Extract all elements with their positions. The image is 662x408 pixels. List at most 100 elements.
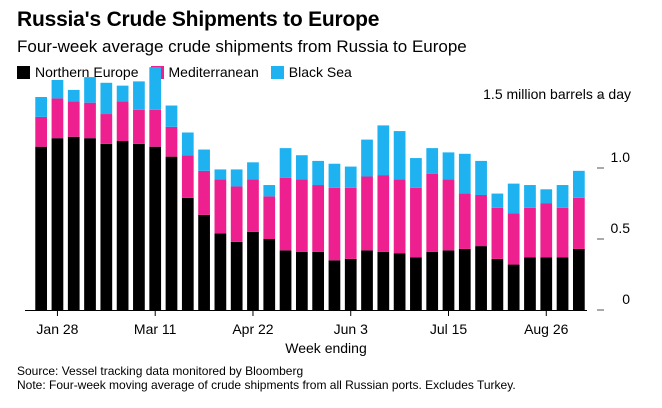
legend-label-northern-europe: Northern Europe	[35, 64, 139, 80]
bar-northern-europe-6	[133, 143, 145, 310]
bar-mediterranean-26	[458, 193, 471, 249]
bar-black-sea-12	[230, 169, 243, 187]
bar-black-sea-20	[361, 139, 373, 177]
bar-black-sea-14	[263, 185, 276, 197]
bar-mediterranean-3	[84, 102, 96, 139]
bar-mediterranean-11	[214, 179, 227, 234]
bar-northern-europe-25	[442, 250, 455, 310]
bar-mediterranean-23	[410, 187, 422, 258]
bar-mediterranean-10	[198, 170, 210, 215]
legend-item-black-sea: Black Sea	[270, 64, 352, 80]
bar-mediterranean-2	[67, 101, 80, 137]
x-tick-label-0: Jan 28	[36, 321, 78, 337]
bar-black-sea-27	[475, 160, 487, 195]
bar-mediterranean-30	[524, 207, 536, 258]
legend: Northern Europe Mediterranean Black Sea	[17, 64, 352, 80]
bar-black-sea-11	[214, 169, 227, 180]
bar-black-sea-19	[344, 166, 357, 188]
bar-mediterranean-31	[540, 203, 553, 258]
bar-black-sea-10	[198, 149, 210, 171]
bar-mediterranean-21	[377, 175, 390, 252]
source-note: Source: Vessel tracking data monitored b…	[17, 364, 304, 378]
bar-mediterranean-6	[133, 109, 145, 144]
bar-northern-europe-3	[84, 138, 96, 310]
legend-swatch-black-sea	[270, 65, 284, 79]
bar-mediterranean-13	[247, 179, 259, 232]
bar-northern-europe-17	[312, 251, 325, 310]
chart-title: Russia's Crude Shipments to Europe	[17, 8, 380, 31]
bar-black-sea-3	[84, 77, 96, 103]
bar-northern-europe-33	[572, 248, 585, 310]
bar-black-sea-22	[393, 131, 406, 180]
bar-mediterranean-33	[572, 197, 585, 249]
bar-black-sea-23	[410, 158, 422, 188]
y-tick-label-1: 0.5	[611, 220, 631, 236]
y-tick-label-2: 1.0	[611, 149, 631, 165]
bar-mediterranean-9	[181, 155, 194, 198]
bar-northern-europe-28	[491, 258, 504, 310]
bar-mediterranean-20	[361, 176, 373, 251]
bar-northern-europe-22	[393, 253, 406, 310]
bar-northern-europe-12	[230, 241, 243, 310]
bar-mediterranean-5	[116, 101, 129, 142]
bar-black-sea-31	[540, 189, 553, 204]
bar-black-sea-29	[507, 183, 520, 214]
bar-black-sea-8	[165, 105, 178, 127]
bar-northern-europe-30	[524, 257, 536, 310]
bar-black-sea-1	[51, 79, 64, 99]
bar-northern-europe-10	[198, 214, 210, 310]
x-tick-label-5: Aug 26	[524, 321, 569, 337]
bar-northern-europe-13	[247, 231, 259, 310]
bar-mediterranean-4	[100, 114, 113, 144]
y-tick-label-0: 0	[622, 291, 630, 307]
x-axis-title: Week ending	[0, 340, 662, 356]
bar-northern-europe-31	[540, 257, 553, 310]
bar-black-sea-7	[149, 67, 162, 110]
bar-northern-europe-11	[214, 233, 227, 310]
x-tick-label-1: Mar 11	[134, 321, 177, 337]
bar-black-sea-9	[181, 132, 194, 156]
bar-black-sea-24	[426, 148, 439, 174]
bar-mediterranean-28	[491, 207, 504, 259]
bar-black-sea-21	[377, 125, 390, 176]
bar-northern-europe-18	[328, 260, 341, 310]
bar-mediterranean-8	[165, 126, 178, 157]
bar-northern-europe-7	[149, 146, 162, 310]
bar-mediterranean-32	[556, 207, 569, 258]
bar-mediterranean-15	[279, 177, 292, 251]
bar-northern-europe-0	[35, 146, 48, 310]
bar-mediterranean-0	[35, 116, 48, 147]
legend-label-black-sea: Black Sea	[288, 64, 352, 80]
bar-northern-europe-21	[377, 251, 390, 310]
legend-item-northern-europe: Northern Europe	[17, 64, 139, 80]
bar-black-sea-18	[328, 163, 341, 188]
bar-mediterranean-27	[475, 194, 487, 247]
bar-northern-europe-19	[344, 258, 357, 310]
bar-northern-europe-1	[51, 138, 64, 310]
bar-mediterranean-16	[295, 179, 308, 252]
bar-northern-europe-4	[100, 143, 113, 310]
x-tick-label-2: Apr 22	[232, 321, 273, 337]
bar-mediterranean-17	[312, 185, 325, 252]
bar-mediterranean-25	[442, 179, 455, 251]
bar-black-sea-30	[524, 185, 536, 208]
legend-swatch-northern-europe	[17, 65, 30, 79]
bar-northern-europe-16	[295, 251, 308, 310]
chart-subtitle: Four-week average crude shipments from R…	[17, 37, 467, 56]
x-tick-label-3: Jun 3	[334, 321, 368, 337]
bar-mediterranean-29	[507, 213, 520, 265]
bar-mediterranean-12	[230, 186, 243, 242]
bar-northern-europe-5	[116, 141, 129, 310]
bar-black-sea-6	[133, 81, 145, 110]
bar-northern-europe-27	[475, 246, 487, 310]
bar-mediterranean-22	[393, 179, 406, 254]
bar-northern-europe-29	[507, 264, 520, 310]
bar-northern-europe-26	[458, 248, 471, 310]
bar-mediterranean-18	[328, 187, 341, 261]
x-axis-title-text: Week ending	[285, 340, 367, 356]
footnote: Note: Four-week moving average of crude …	[17, 378, 516, 392]
bar-mediterranean-19	[344, 187, 357, 259]
bar-northern-europe-15	[279, 250, 292, 310]
bar-black-sea-5	[116, 85, 129, 102]
